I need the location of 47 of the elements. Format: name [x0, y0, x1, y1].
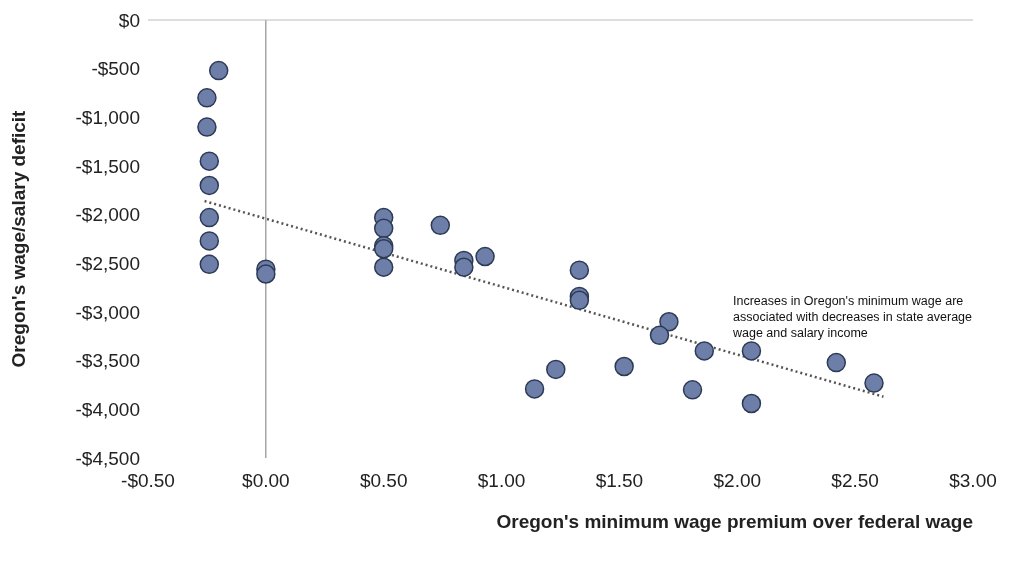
x-tick-label: $1.00 — [477, 470, 526, 492]
point — [826, 352, 847, 373]
point — [197, 88, 217, 108]
point — [569, 260, 590, 280]
y-tick-label: -$3,000 — [75, 301, 140, 323]
x-tick-label: $2.50 — [831, 470, 879, 492]
point — [659, 311, 679, 332]
point — [199, 254, 220, 275]
x-axis-title: Oregon's minimum wage premium over federal wage — [496, 511, 973, 532]
y-tick-label: -$3,500 — [75, 350, 140, 372]
point — [199, 207, 220, 228]
point — [256, 264, 276, 284]
x-tick-label: $0.00 — [242, 470, 290, 492]
point — [475, 246, 495, 267]
point — [546, 359, 566, 380]
x-tick-label: $3.00 — [949, 470, 997, 492]
point — [682, 380, 703, 400]
point — [741, 341, 762, 361]
point — [373, 257, 394, 277]
x-tick-label: -$0.50 — [121, 470, 175, 492]
y-axis-title: Oregon's wage/salary deficit — [7, 109, 29, 368]
point — [199, 231, 220, 251]
y-tick-label: -$4,000 — [75, 399, 140, 421]
annotation: Increases in Oregon's minimum wage are associated with decreases in state average wage and salary income — [733, 293, 974, 341]
point — [741, 393, 762, 414]
y-tick-label: -$2,000 — [75, 204, 140, 226]
point — [524, 379, 545, 399]
point — [208, 60, 229, 81]
y-tick-label: -$1,500 — [75, 155, 140, 177]
point — [430, 215, 451, 236]
y-tick-label: -$1,000 — [75, 107, 140, 129]
y-tick-label: -$500 — [91, 58, 140, 80]
point — [454, 257, 474, 277]
y-tick-label: -$2,500 — [75, 253, 140, 275]
point — [199, 175, 220, 196]
point — [649, 325, 670, 346]
point — [614, 356, 634, 377]
x-tick-label: $0.50 — [359, 470, 408, 492]
y-tick-label: $0 — [118, 9, 140, 31]
x-tick-label: $1.50 — [595, 470, 644, 492]
point — [864, 373, 884, 393]
x-tick-label: $2.00 — [713, 470, 762, 492]
point — [199, 151, 220, 171]
point — [694, 341, 715, 361]
point — [197, 117, 217, 137]
point — [373, 218, 394, 239]
y-tick-label: -$4,500 — [75, 447, 140, 469]
